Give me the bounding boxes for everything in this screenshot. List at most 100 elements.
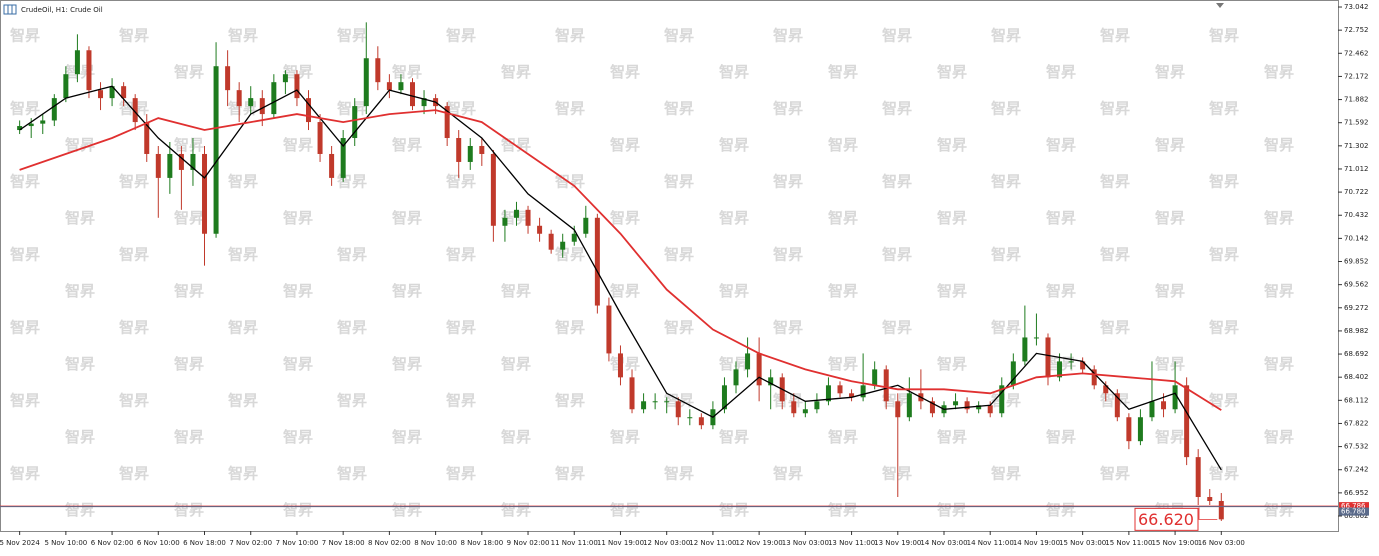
shift-marker: [1216, 3, 1224, 8]
y-tick-label: 67.242: [1344, 466, 1369, 474]
watermark: 智昇: [1209, 100, 1239, 118]
candle-body: [895, 401, 901, 418]
watermark: 智昇: [337, 100, 367, 118]
chart-icon: [3, 4, 17, 15]
candle-body: [236, 90, 242, 107]
x-tick-label: 7 Nov 02:00: [229, 539, 272, 547]
watermark: 智昇: [719, 282, 749, 300]
watermark: 智昇: [555, 319, 585, 337]
watermark: 智昇: [10, 246, 40, 264]
y-tick-label: 72.172: [1344, 72, 1369, 80]
candle-body: [282, 74, 288, 83]
candle-body: [479, 145, 485, 154]
candle-body: [490, 153, 496, 226]
x-tick-label: 12 Nov 11:00: [689, 539, 736, 547]
candle-body: [1114, 393, 1120, 418]
y-tick-label: 73.042: [1344, 3, 1369, 11]
watermark: 智昇: [773, 246, 803, 264]
x-tick-label: 8 Nov 02:00: [368, 539, 411, 547]
candle-body: [98, 90, 104, 99]
candle-body: [987, 405, 993, 414]
watermark: 智昇: [719, 355, 749, 373]
watermark: 智昇: [1100, 319, 1130, 337]
candle-body: [849, 393, 855, 398]
candle-body: [421, 98, 427, 107]
watermark: 智昇: [882, 465, 912, 483]
last-price-connector: [1198, 507, 1218, 520]
watermark: 智昇: [392, 282, 422, 300]
watermark: 智昇: [664, 100, 694, 118]
watermark: 智昇: [991, 465, 1021, 483]
candle-body: [409, 82, 415, 107]
candle-body: [641, 401, 647, 410]
candle-body: [259, 98, 265, 115]
candle-body: [167, 153, 173, 178]
y-tick-label: 67.822: [1344, 419, 1369, 427]
candle-body: [271, 82, 277, 115]
watermark: 智昇: [1155, 209, 1185, 227]
watermark: 智昇: [1155, 136, 1185, 154]
y-tick-label: 68.692: [1344, 350, 1369, 358]
y-tick-label: 69.562: [1344, 281, 1369, 289]
y-tick-label: 66.952: [1344, 489, 1369, 497]
watermark: 智昇: [228, 27, 258, 45]
watermark: 智昇: [773, 27, 803, 45]
y-tick-label: 70.432: [1344, 211, 1369, 219]
watermark: 智昇: [119, 27, 149, 45]
watermark: 智昇: [991, 246, 1021, 264]
watermark: 智昇: [283, 501, 313, 519]
x-tick-label: 5 Nov 10:00: [44, 539, 87, 547]
watermark: 智昇: [991, 27, 1021, 45]
y-tick-label: 69.852: [1344, 258, 1369, 266]
watermark: 智昇: [392, 209, 422, 227]
candle-body: [467, 145, 473, 162]
watermark: 智昇: [1264, 428, 1294, 446]
watermark: 智昇: [65, 282, 95, 300]
chart-title: CrudeOil, H1: Crude Oil: [21, 6, 103, 14]
watermark: 智昇: [664, 465, 694, 483]
watermark: 智昇: [937, 63, 967, 81]
watermark: 智昇: [828, 501, 858, 519]
watermark: 智昇: [1100, 27, 1130, 45]
y-tick-label: 69.272: [1344, 304, 1369, 312]
candle-body: [698, 417, 704, 426]
watermark: 智昇: [1046, 209, 1076, 227]
watermark: 智昇: [174, 282, 204, 300]
candle-body: [1057, 361, 1063, 378]
watermark: 智昇: [1264, 501, 1294, 519]
candle-body: [375, 58, 381, 83]
x-tick-label: 12 Nov 19:00: [736, 539, 783, 547]
candle-body: [548, 233, 554, 250]
x-tick-label: 11 Nov 11:00: [551, 539, 598, 547]
price-label: 66.780: [1341, 508, 1366, 516]
candle-body: [872, 369, 878, 386]
candle-body: [444, 106, 450, 139]
watermark: 智昇: [174, 355, 204, 373]
watermark: 智昇: [1100, 100, 1130, 118]
watermark: 智昇: [991, 100, 1021, 118]
candle-body: [340, 138, 346, 178]
watermark: 智昇: [1046, 136, 1076, 154]
watermark: 智昇: [119, 392, 149, 410]
watermark: 智昇: [446, 465, 476, 483]
candle-body: [317, 122, 323, 154]
candle-body: [1010, 361, 1016, 386]
candle-body: [687, 417, 693, 419]
candle-body: [86, 50, 92, 91]
watermark: 智昇: [65, 428, 95, 446]
x-tick-label: 8 Nov 10:00: [414, 539, 457, 547]
candle-body: [791, 401, 797, 414]
candle-body: [17, 126, 23, 131]
candle-body: [560, 241, 566, 250]
candle-body: [537, 225, 543, 234]
watermark: 智昇: [10, 392, 40, 410]
watermark: 智昇: [228, 392, 258, 410]
watermark: 智昇: [119, 173, 149, 191]
watermark: 智昇: [65, 501, 95, 519]
x-tick-label: 13 Nov 11:00: [828, 539, 875, 547]
watermark: 智昇: [719, 63, 749, 81]
x-tick-label: 14 Nov 11:00: [967, 539, 1014, 547]
watermark: 智昇: [174, 136, 204, 154]
watermark: 智昇: [1264, 209, 1294, 227]
watermark: 智昇: [773, 173, 803, 191]
